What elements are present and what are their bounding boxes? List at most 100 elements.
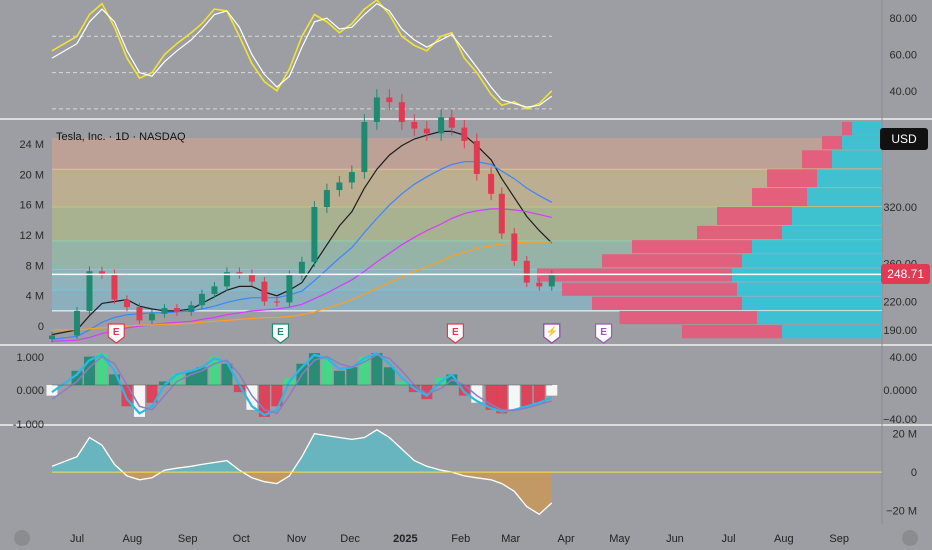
- volume-profile-bar-down: [592, 296, 742, 310]
- momentum-bar: [246, 385, 258, 410]
- stoch-tick-label: 60.00: [889, 49, 917, 61]
- price-candle: [198, 293, 205, 306]
- momentum-bar: [485, 385, 497, 410]
- settings-icon: [902, 530, 918, 546]
- volume-flow-negative-area: [52, 472, 552, 515]
- price-candle: [188, 305, 195, 312]
- momentum-bar: [185, 370, 197, 385]
- stoch-tick-label: 80.00: [889, 13, 917, 25]
- time-axis-label: Oct: [233, 533, 250, 545]
- momentum-bar: [371, 353, 383, 385]
- price-candle: [511, 233, 518, 261]
- price-candle: [488, 173, 495, 194]
- price-candle: [473, 140, 480, 174]
- volume-profile-bar-down: [632, 240, 752, 254]
- price-candle: [386, 97, 393, 103]
- time-axis-label: Jun: [666, 533, 684, 545]
- volume-profile-bar-up: [757, 310, 882, 325]
- time-axis-label: Jul: [70, 533, 84, 545]
- momentum-bar: [196, 367, 208, 385]
- price-candle: [223, 272, 230, 287]
- price-candle: [373, 97, 380, 122]
- momentum-bar: [71, 370, 83, 385]
- logo-icon: [14, 530, 30, 546]
- volume-tick-label: 4 M: [26, 291, 44, 303]
- price-candle: [323, 190, 330, 208]
- time-axis-label: Sep: [178, 533, 198, 545]
- moving-average-line: [51, 161, 553, 340]
- earnings-marker-shape: [594, 323, 613, 344]
- momentum-bar: [533, 385, 545, 403]
- momentum-bar: [471, 385, 483, 403]
- volume-profile-bar-down: [752, 188, 807, 207]
- momentum-bar: [83, 356, 95, 385]
- price-candle: [98, 271, 105, 275]
- momentum-bar: [171, 374, 183, 385]
- momentum-bar: [396, 381, 408, 385]
- momentum-bar: [521, 385, 533, 407]
- price-candle: [536, 282, 543, 287]
- momentum-bar: [146, 385, 158, 403]
- momentum-right-tick: 40.00: [889, 352, 917, 364]
- volume-tick-label: 12 M: [20, 230, 44, 242]
- stoch-tick-label: 40.00: [889, 86, 917, 98]
- volume-profile-bar-up: [852, 122, 882, 136]
- momentum-left-tick: 1.000: [16, 352, 44, 364]
- price-tick-label: 320.00: [883, 202, 917, 214]
- volume-profile-bar-down: [602, 254, 742, 268]
- volume-profile-bar-down: [697, 225, 782, 240]
- price-candle: [286, 275, 293, 303]
- price-candle: [86, 271, 93, 311]
- momentum-bar: [383, 367, 395, 385]
- earnings-marker-shape: [446, 323, 464, 344]
- momentum-bar: [358, 356, 370, 385]
- volume-profile-bar-down: [717, 207, 792, 225]
- momentum-bar: [308, 353, 320, 385]
- momentum-bar: [496, 385, 508, 414]
- volume-flow-positive-area: [52, 429, 552, 473]
- time-axis-label: Aug: [774, 533, 794, 545]
- price-candle: [298, 261, 305, 276]
- momentum-bar: [421, 385, 433, 400]
- earnings-marker-shape: [543, 323, 561, 344]
- momentum-bar: [221, 363, 233, 385]
- volume-tick-label: 20 M: [20, 169, 44, 181]
- momentum-line: [51, 351, 553, 417]
- volume-flow-tick: 20 M: [893, 429, 917, 441]
- price-tick-label: 190.00: [883, 325, 917, 337]
- volume-profile-bar-down: [682, 325, 782, 339]
- momentum-left-tick: 0.000: [16, 385, 44, 397]
- price-candle: [398, 102, 405, 122]
- time-axis-label: Nov: [287, 533, 307, 545]
- volume-flow-tick: 0: [911, 467, 917, 479]
- earnings-marker-label: E: [277, 327, 284, 338]
- momentum-bar: [46, 385, 58, 396]
- earnings-marker-label: ⚡: [546, 325, 558, 338]
- momentum-bar: [108, 374, 120, 385]
- earnings-marker-label: E: [113, 327, 120, 338]
- price-candle: [261, 281, 268, 302]
- volume-profile-bar-down: [619, 310, 757, 325]
- price-candle: [523, 260, 530, 283]
- volume-profile-bar-up: [817, 169, 882, 188]
- momentum-bar: [158, 381, 170, 385]
- price-candle: [248, 274, 255, 282]
- currency-button[interactable]: USD: [880, 128, 928, 150]
- time-axis-label: Mar: [501, 533, 520, 545]
- price-candle: [438, 117, 445, 134]
- price-candle: [211, 286, 218, 294]
- earnings-marker-label: E: [600, 327, 607, 338]
- time-axis-label: May: [609, 533, 630, 545]
- time-axis-label: Feb: [451, 533, 470, 545]
- price-candle: [173, 308, 180, 312]
- price-candle: [411, 122, 418, 129]
- volume-tick-label: 24 M: [20, 139, 44, 151]
- volume-profile-bar-up: [752, 240, 882, 254]
- price-candle: [361, 122, 368, 173]
- price-candle: [498, 193, 505, 234]
- momentum-bar: [96, 353, 108, 385]
- price-candle: [236, 272, 243, 275]
- earnings-marker: E: [594, 323, 613, 344]
